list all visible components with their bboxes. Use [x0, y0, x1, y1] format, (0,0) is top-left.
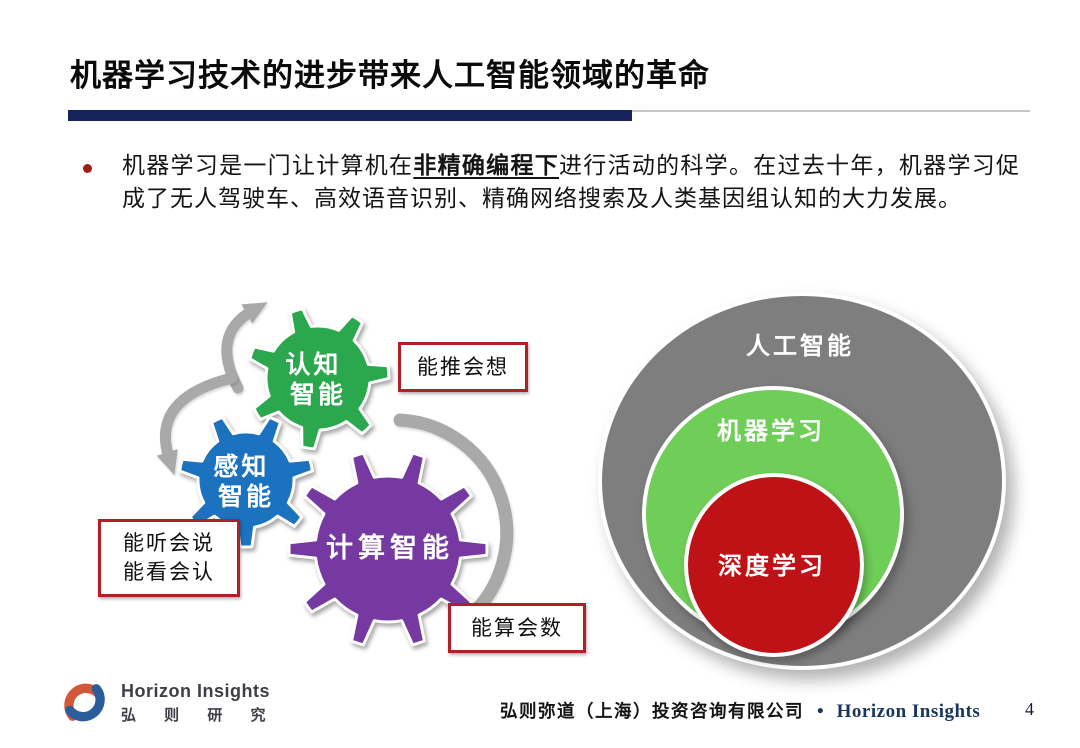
- title-rule-bar: [68, 110, 632, 121]
- footer-center: 弘则弥道（上海）投资咨询有限公司 • Horizon Insights: [500, 698, 980, 723]
- callout-perceptual: 能听会说 能看会认: [98, 519, 240, 597]
- logo-text-block: Horizon Insights 弘 则 研 究: [121, 681, 278, 725]
- callout-line: 能推会想: [417, 354, 509, 379]
- paragraph-pre: 机器学习是一门让计算机在: [122, 153, 414, 178]
- gear-computational-label: 计算智能: [326, 532, 454, 563]
- bullet-dot: [83, 164, 92, 173]
- logo-subtitle: 弘 则 研 究: [121, 707, 278, 724]
- page-number: 4: [1025, 699, 1034, 719]
- logo-title: Horizon Insights: [121, 681, 270, 701]
- footer-brand: Horizon Insights: [836, 701, 981, 722]
- horizon-insights-logo-icon: [64, 683, 105, 722]
- gear-cognitive: [248, 307, 391, 451]
- footer-separator-dot: •: [817, 701, 824, 722]
- venn-label-ml: 机器学习: [717, 419, 825, 445]
- gear-computational: [287, 451, 489, 647]
- callout-line: 能听会说: [123, 531, 215, 555]
- body-paragraph: 机器学习是一门让计算机在非精确编程下进行活动的科学。在过去十年，机器学习促成了无…: [122, 149, 1020, 215]
- callout-cognitive: 能推会想: [398, 342, 528, 392]
- footer-company-name: 弘则弥道（上海）投资咨询有限公司: [500, 701, 804, 721]
- gear-cognitive-label: 认知 智能: [285, 351, 350, 409]
- cycle-arc-icon: [393, 413, 514, 625]
- callout-line: 能看会认: [123, 560, 215, 584]
- venn-label-dl: 深度学习: [718, 554, 826, 580]
- venn-circle-dl: [684, 473, 864, 657]
- paragraph-post: 进行活动的科学。在过去十年，机器学习促成了无人驾驶车、高效语音识别、精确网络搜索…: [122, 153, 1021, 211]
- paragraph-emphasis: 非精确编程下: [413, 153, 560, 178]
- callout-computational: 能算会数: [448, 603, 586, 653]
- gear-diagram: 认知 智能 感知 智能 计算智能: [156, 302, 514, 647]
- gear-perceptual-label: 感知 智能: [213, 452, 278, 511]
- page-title: 机器学习技术的进步带来人工智能领域的革命: [70, 58, 710, 93]
- cycle-arrow-down-icon: [156, 372, 238, 476]
- venn-label-ai: 人工智能: [746, 334, 854, 360]
- callout-line: 能算会数: [471, 615, 563, 640]
